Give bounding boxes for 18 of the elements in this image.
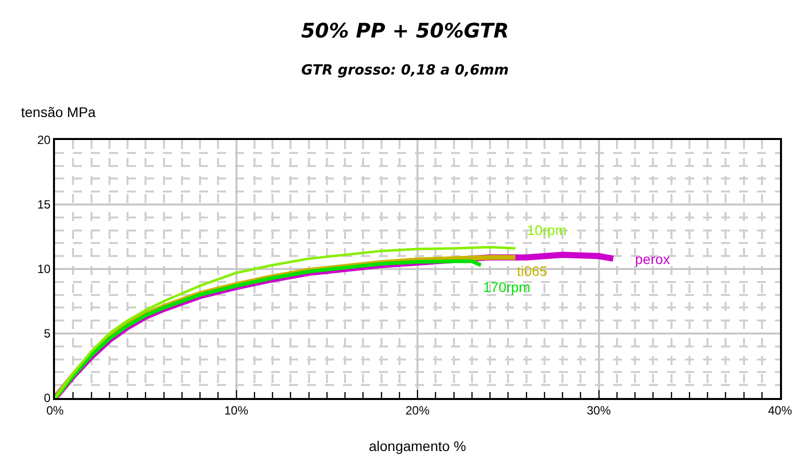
y-tick-label: 10 — [37, 262, 51, 276]
series-label: perox — [635, 251, 670, 267]
x-tick-label: 30% — [586, 403, 612, 418]
y-tick-label: 15 — [37, 198, 51, 212]
y-axis-title: tensão MPa — [21, 104, 96, 120]
y-tick-label: 0 — [44, 391, 51, 406]
chart-title: 50% PP + 50%GTR — [301, 18, 509, 42]
x-axis-title: alongamento % — [368, 438, 466, 454]
series-label: 10rpm — [527, 222, 567, 238]
y-tick-label: 5 — [44, 326, 51, 341]
x-tick-label: 0% — [46, 403, 64, 418]
chart-subtitle: GTR grosso: 0,18 a 0,6mm — [301, 62, 509, 79]
x-tick-label: 10% — [224, 403, 249, 418]
series-label: ti065 — [517, 263, 548, 279]
y-tick-label: 20 — [37, 133, 51, 148]
x-tick-label: 40% — [768, 403, 792, 418]
x-tick-label: 20% — [405, 403, 430, 418]
series-label: 170rpm — [483, 279, 530, 295]
